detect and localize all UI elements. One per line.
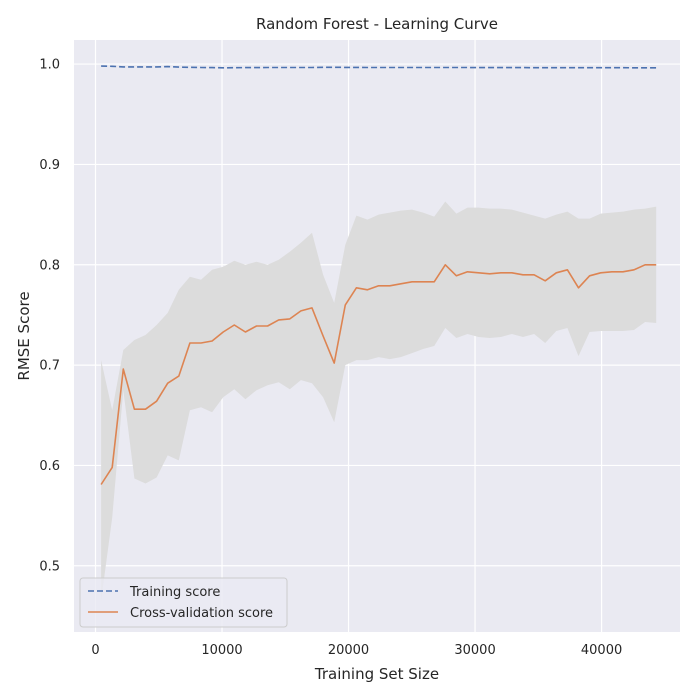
x-tick-label: 30000 [454,643,495,658]
legend-box [79,577,288,628]
y-axis-label: RMSE Score [15,291,33,380]
training-score-line [101,65,657,69]
y-tick-label: 0.8 [39,258,60,273]
y-tick-label: 0.5 [39,559,60,574]
x-tick-label: 10000 [201,643,242,658]
cv-score-line [100,263,657,485]
y-tick-label: 0.9 [39,158,60,173]
y-axis-ticks: 0.5 0.6 0.7 0.8 0.9 1.0 [39,58,60,575]
cv-confidence-band [101,201,657,601]
x-tick-label: 20000 [328,643,369,658]
x-tick-label: 40000 [581,643,622,658]
series-lines [100,65,657,485]
chart-title: Random Forest - Learning Curve [256,15,498,33]
legend-cv-label: Cross-validation score [130,606,273,621]
legend: Training score Cross-validation score [79,577,288,628]
y-tick-label: 1.0 [39,58,60,73]
y-tick-label: 0.6 [39,459,60,474]
x-tick-label: 0 [91,643,99,658]
y-tick-label: 0.7 [39,359,60,374]
cv-band-area [101,201,657,601]
legend-training-label: Training score [129,585,220,600]
x-axis-label: Training Set Size [314,665,439,683]
x-axis-ticks: 0 10000 20000 30000 40000 [91,643,622,658]
